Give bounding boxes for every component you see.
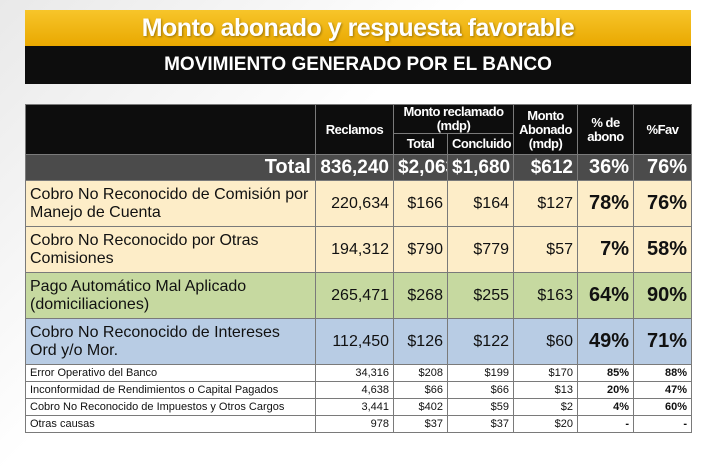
row-reclamos: 4,638: [315, 381, 394, 399]
total-pct-abono: 36%: [577, 154, 634, 181]
header-reclamos: Reclamos: [315, 104, 394, 155]
row-monto-abonado: $2: [513, 398, 578, 416]
row-pct-abono: -: [577, 415, 634, 433]
row-monto-concluido: $199: [447, 364, 514, 382]
row-pct-fav: 76%: [633, 180, 692, 227]
row-label: Pago Automático Mal Aplicado (domiciliac…: [25, 272, 316, 319]
table-row: Otras causas 978 $37 $37 $20 - -: [25, 415, 692, 433]
row-monto-concluido: $37: [447, 415, 514, 433]
row-reclamos: 34,316: [315, 364, 394, 382]
row-monto-abonado: $127: [513, 180, 578, 227]
row-monto-abonado: $13: [513, 381, 578, 399]
row-pct-fav: 47%: [633, 381, 692, 399]
row-monto-total: $37: [393, 415, 448, 433]
total-monto-total: $2,063: [393, 154, 448, 181]
header-monto-abonado: Monto Abonado (mdp): [513, 104, 578, 155]
header-pct-fav: %Fav: [633, 104, 692, 155]
row-pct-fav: 58%: [633, 226, 692, 273]
total-row: Total 836,240 $2,063 $1,680 $612 36% 76%: [25, 154, 692, 181]
table-row: Inconformidad de Rendimientos o Capital …: [25, 381, 692, 399]
row-monto-abonado: $20: [513, 415, 578, 433]
row-label: Cobro No Reconocido por Otras Comisiones: [25, 226, 316, 273]
row-pct-abono: 49%: [577, 318, 634, 365]
row-monto-concluido: $164: [447, 180, 514, 227]
row-reclamos: 220,634: [315, 180, 394, 227]
row-monto-total: $66: [393, 381, 448, 399]
row-monto-concluido: $59: [447, 398, 514, 416]
table-row: Cobro No Reconocido de Intereses Ord y/o…: [25, 318, 692, 365]
row-monto-total: $126: [393, 318, 448, 365]
row-monto-total: $268: [393, 272, 448, 319]
row-label: Otras causas: [25, 415, 316, 433]
row-monto-total: $208: [393, 364, 448, 382]
data-table: Reclamos Monto reclamado (mdp) Monto Abo…: [25, 104, 692, 433]
table-row: Pago Automático Mal Aplicado (domiciliac…: [25, 272, 692, 319]
row-reclamos: 978: [315, 415, 394, 433]
total-pct-fav: 76%: [633, 154, 692, 181]
row-monto-total: $166: [393, 180, 448, 227]
row-label: Error Operativo del Banco: [25, 364, 316, 382]
table-row: Cobro No Reconocido de Comisión por Mane…: [25, 180, 692, 227]
total-monto-concluido: $1,680: [447, 154, 514, 181]
row-monto-concluido: $779: [447, 226, 514, 273]
header-subrow: Total Concluido: [26, 133, 692, 155]
table-row: Cobro No Reconocido de Impuestos y Otros…: [25, 398, 692, 416]
row-pct-abono: 20%: [577, 381, 634, 399]
row-pct-fav: 60%: [633, 398, 692, 416]
total-monto-abonado: $612: [513, 154, 578, 181]
page-title: Monto abonado y respuesta favorable: [25, 10, 691, 46]
row-label: Inconformidad de Rendimientos o Capital …: [25, 381, 316, 399]
header-total: Total: [393, 133, 448, 155]
row-pct-fav: 88%: [633, 364, 692, 382]
header-concluido: Concluido: [447, 133, 514, 155]
row-pct-fav: 90%: [633, 272, 692, 319]
total-label: Total: [25, 154, 316, 181]
row-monto-abonado: $60: [513, 318, 578, 365]
row-label: Cobro No Reconocido de Intereses Ord y/o…: [25, 318, 316, 365]
row-pct-abono: 78%: [577, 180, 634, 227]
row-label: Cobro No Reconocido de Comisión por Mane…: [25, 180, 316, 227]
row-pct-abono: 85%: [577, 364, 634, 382]
row-pct-fav: -: [633, 415, 692, 433]
row-monto-concluido: $66: [447, 381, 514, 399]
header-label-cell: [25, 104, 316, 155]
row-pct-fav: 71%: [633, 318, 692, 365]
row-monto-concluido: $255: [447, 272, 514, 319]
header-row: Reclamos Monto reclamado (mdp) Monto Abo…: [25, 104, 692, 155]
table-row: Cobro No Reconocido por Otras Comisiones…: [25, 226, 692, 273]
row-pct-abono: 4%: [577, 398, 634, 416]
row-monto-concluido: $122: [447, 318, 514, 365]
header-monto-reclamado: Monto reclamado (mdp): [393, 104, 514, 134]
row-pct-abono: 7%: [577, 226, 634, 273]
row-monto-abonado: $57: [513, 226, 578, 273]
table-row: Error Operativo del Banco 34,316 $208 $1…: [25, 364, 692, 382]
row-monto-abonado: $170: [513, 364, 578, 382]
row-reclamos: 194,312: [315, 226, 394, 273]
row-pct-abono: 64%: [577, 272, 634, 319]
row-monto-total: $402: [393, 398, 448, 416]
header-pct-abono: % de abono: [577, 104, 634, 155]
page-subtitle: MOVIMIENTO GENERADO POR EL BANCO: [25, 46, 691, 84]
row-label: Cobro No Reconocido de Impuestos y Otros…: [25, 398, 316, 416]
row-monto-abonado: $163: [513, 272, 578, 319]
row-reclamos: 3,441: [315, 398, 394, 416]
row-monto-total: $790: [393, 226, 448, 273]
row-reclamos: 265,471: [315, 272, 394, 319]
total-reclamos: 836,240: [315, 154, 394, 181]
row-reclamos: 112,450: [315, 318, 394, 365]
